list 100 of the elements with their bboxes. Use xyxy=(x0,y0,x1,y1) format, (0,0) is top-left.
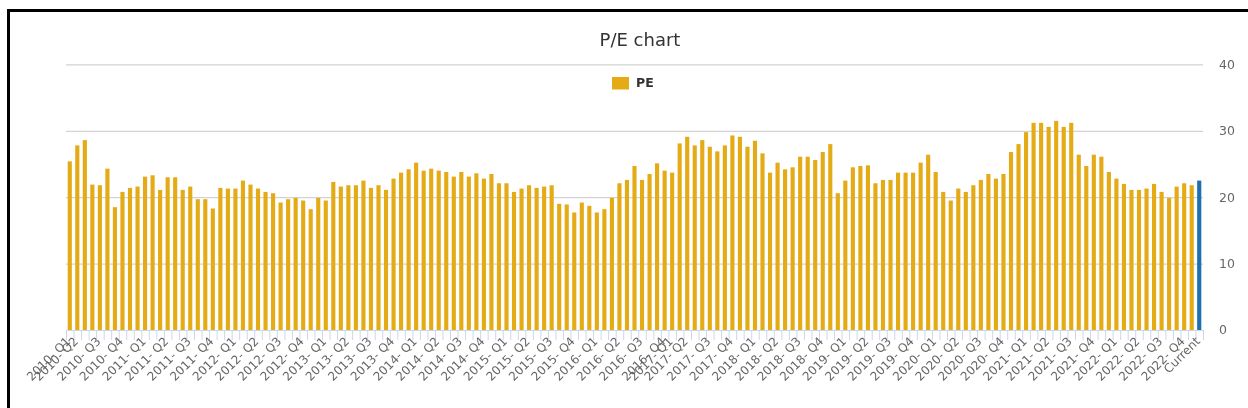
bar xyxy=(707,146,712,330)
bar xyxy=(338,186,343,330)
bar xyxy=(911,172,916,330)
bar xyxy=(105,168,110,330)
bar xyxy=(895,172,901,330)
bar xyxy=(504,183,509,330)
bar xyxy=(90,184,95,330)
bar xyxy=(286,199,291,330)
bar xyxy=(436,170,441,330)
bar xyxy=(1099,156,1104,330)
bar xyxy=(790,167,795,330)
bar xyxy=(722,145,727,330)
bar xyxy=(399,172,404,330)
bar xyxy=(180,189,185,330)
bar xyxy=(1076,154,1081,330)
y-tick-label: 30 xyxy=(1219,123,1235,139)
bar xyxy=(1016,144,1021,330)
bar xyxy=(233,188,238,330)
bar xyxy=(1144,188,1149,330)
bar xyxy=(1091,154,1096,330)
bar xyxy=(444,171,449,330)
bar xyxy=(120,191,125,330)
bar xyxy=(632,165,637,330)
bar xyxy=(1189,185,1194,330)
bar xyxy=(662,170,667,330)
bar xyxy=(730,135,735,330)
bar xyxy=(1023,132,1029,330)
bar xyxy=(158,189,163,330)
bar xyxy=(971,185,976,330)
bar xyxy=(647,173,652,330)
bar xyxy=(880,179,886,330)
bar xyxy=(421,170,426,330)
bar xyxy=(639,179,645,330)
bar xyxy=(1174,186,1179,330)
bar xyxy=(783,169,788,330)
bar xyxy=(685,136,690,330)
bar xyxy=(926,154,931,330)
bar xyxy=(1159,191,1164,330)
bar xyxy=(888,179,893,330)
bar xyxy=(391,178,396,330)
bar xyxy=(828,144,833,330)
bar xyxy=(542,186,547,330)
bar xyxy=(1129,189,1134,330)
y-tick-label: 40 xyxy=(1219,56,1235,72)
bar xyxy=(775,162,780,330)
bar xyxy=(429,168,434,330)
bar xyxy=(489,173,494,330)
bar xyxy=(173,177,178,330)
bar xyxy=(240,180,246,330)
bar xyxy=(1114,178,1119,330)
bar xyxy=(451,176,456,330)
bar xyxy=(82,140,87,330)
bar xyxy=(150,175,155,330)
bar xyxy=(903,172,908,330)
bar xyxy=(112,207,118,330)
bar xyxy=(572,212,577,330)
bar xyxy=(414,162,419,330)
bar xyxy=(752,140,758,330)
bar xyxy=(737,136,742,330)
bar xyxy=(624,179,630,330)
bar xyxy=(383,189,389,330)
bar xyxy=(263,191,268,330)
bar xyxy=(481,178,486,330)
bar xyxy=(1008,152,1014,330)
bar xyxy=(1197,180,1202,330)
bar xyxy=(858,165,863,330)
bar xyxy=(459,171,464,330)
bar xyxy=(225,188,230,330)
bar xyxy=(993,178,998,330)
bar xyxy=(549,185,554,330)
bar xyxy=(331,181,336,330)
bar xyxy=(873,183,878,330)
bar xyxy=(323,200,328,330)
legend-label: PE xyxy=(636,75,654,91)
bar xyxy=(75,145,80,330)
bar xyxy=(142,176,148,330)
bar xyxy=(67,161,72,330)
bar xyxy=(135,186,140,330)
bar xyxy=(1039,122,1044,330)
bar xyxy=(655,163,660,330)
bar xyxy=(534,187,539,330)
bar xyxy=(308,209,313,330)
bar xyxy=(760,153,765,330)
bar xyxy=(376,185,381,330)
bar xyxy=(692,145,697,330)
bar xyxy=(805,156,810,330)
y-tick-label: 20 xyxy=(1219,189,1235,205)
bar xyxy=(986,173,991,330)
bar xyxy=(1054,120,1059,330)
y-tick-label: 0 xyxy=(1219,322,1227,338)
bar xyxy=(941,191,946,330)
bar xyxy=(609,197,614,330)
bar xyxy=(798,156,803,330)
chart-title: P/E chart xyxy=(599,29,681,50)
bar xyxy=(248,184,253,330)
bar xyxy=(557,203,562,330)
bar xyxy=(527,185,532,330)
bar xyxy=(1182,183,1187,330)
bar xyxy=(346,185,351,330)
bar xyxy=(767,172,773,330)
